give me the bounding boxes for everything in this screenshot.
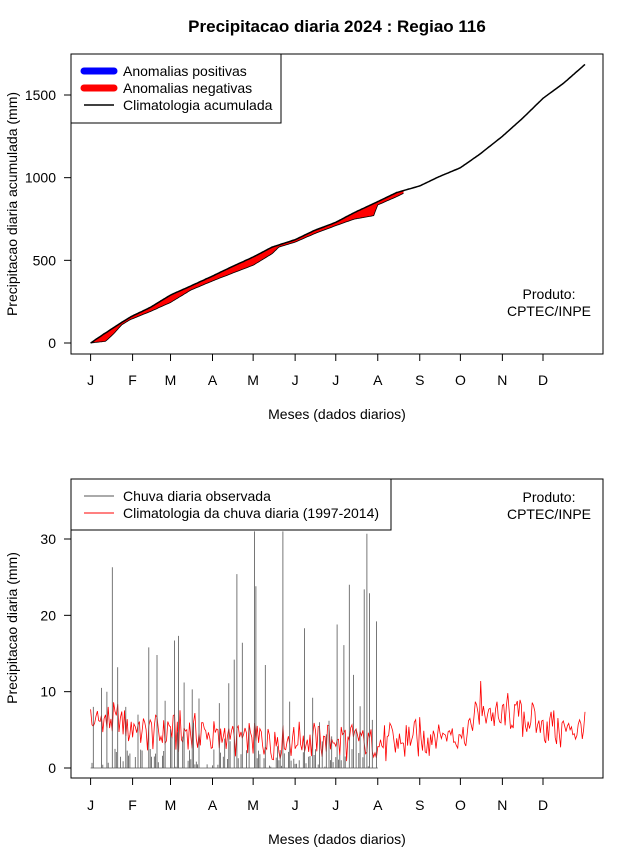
daily-product-label: Produto: [523, 489, 576, 505]
accumulated-legend: Anomalias positivas Anomalias negativas … [70, 53, 282, 124]
accumulated-x-axis-label: Meses (dados diarios) [268, 406, 406, 422]
daily-y-tick-label: 20 [40, 607, 56, 623]
observed-accumulated-line [90, 193, 404, 344]
accumulated-x-tick-label: J [87, 372, 94, 388]
daily-x-axis-label: Meses (dados diarios) [268, 831, 406, 847]
daily-panel: 0 10 20 30 J F M A M J J A S O N D Meses (dados diario… [4, 478, 604, 847]
daily-x-tick-label: J [332, 797, 339, 813]
accumulated-y-tick-label: 1500 [25, 87, 56, 103]
daily-y-tick-label: 10 [40, 684, 56, 700]
daily-x-tick-label: J [87, 797, 94, 813]
daily-x-tick-label: S [415, 797, 424, 813]
daily-x-tick-label: M [247, 797, 259, 813]
legend-observed-label: Chuva diaria observada [123, 488, 271, 504]
accumulated-x-tick-label: S [415, 372, 424, 388]
daily-climatology-line [90, 680, 586, 762]
accumulated-x-tick-label: M [165, 372, 177, 388]
daily-legend: Chuva diaria observada Climatologia da c… [70, 478, 392, 531]
daily-x-tick-label: M [165, 797, 177, 813]
chart-title: Precipitacao diaria 2024 : Regiao 116 [188, 17, 486, 36]
daily-observed-line [90, 531, 378, 769]
daily-x-tick-label: J [292, 797, 299, 813]
daily-y-tick-label: 0 [48, 760, 56, 776]
daily-legend-box [70, 478, 392, 531]
accumulated-y-tick-label: 1000 [25, 170, 56, 186]
accumulated-x-tick-label: D [538, 372, 548, 388]
daily-x-tick-label: F [128, 797, 137, 813]
daily-x-tick-label: N [497, 797, 507, 813]
accumulated-y-tick-label: 500 [33, 252, 57, 268]
accumulated-x-tick-label: J [332, 372, 339, 388]
daily-x-tick-label: O [455, 797, 466, 813]
daily-x-tick-label: D [538, 797, 548, 813]
accumulated-x-tick-label: A [373, 372, 383, 388]
legend-daily-climatology-label: Climatologia da chuva diaria (1997-2014) [123, 505, 379, 521]
accumulated-y-tick-label: 0 [48, 335, 56, 351]
daily-y-axis-label: Precipitacao diaria (mm) [4, 552, 20, 704]
accumulated-product-source: CPTEC/INPE [507, 303, 591, 319]
accumulated-x-tick-label: O [455, 372, 466, 388]
accumulated-product-label: Produto: [523, 286, 576, 302]
legend-negative-label: Anomalias negativas [123, 80, 252, 96]
accumulated-x-tick-label: N [497, 372, 507, 388]
accumulated-x-tick-label: J [292, 372, 299, 388]
legend-climatology-label: Climatologia acumulada [123, 97, 273, 113]
accumulated-x-tick-label: F [128, 372, 137, 388]
daily-product-source: CPTEC/INPE [507, 506, 591, 522]
climatology-accumulated-line [90, 63, 586, 344]
legend-positive-label: Anomalias positivas [123, 63, 247, 79]
accumulated-x-tick-label: M [247, 372, 259, 388]
negative-anomaly-area [90, 190, 404, 343]
daily-x-tick-label: A [208, 797, 218, 813]
daily-x-tick-label: A [373, 797, 383, 813]
accumulated-panel: 0 500 1000 1500 J F M A M J J A S O N D Meses (dados d… [4, 53, 604, 422]
accumulated-x-tick-label: A [208, 372, 218, 388]
accumulated-y-axis-label: Precipitacao diaria acumulada (mm) [4, 92, 20, 316]
daily-y-tick-label: 30 [40, 531, 56, 547]
